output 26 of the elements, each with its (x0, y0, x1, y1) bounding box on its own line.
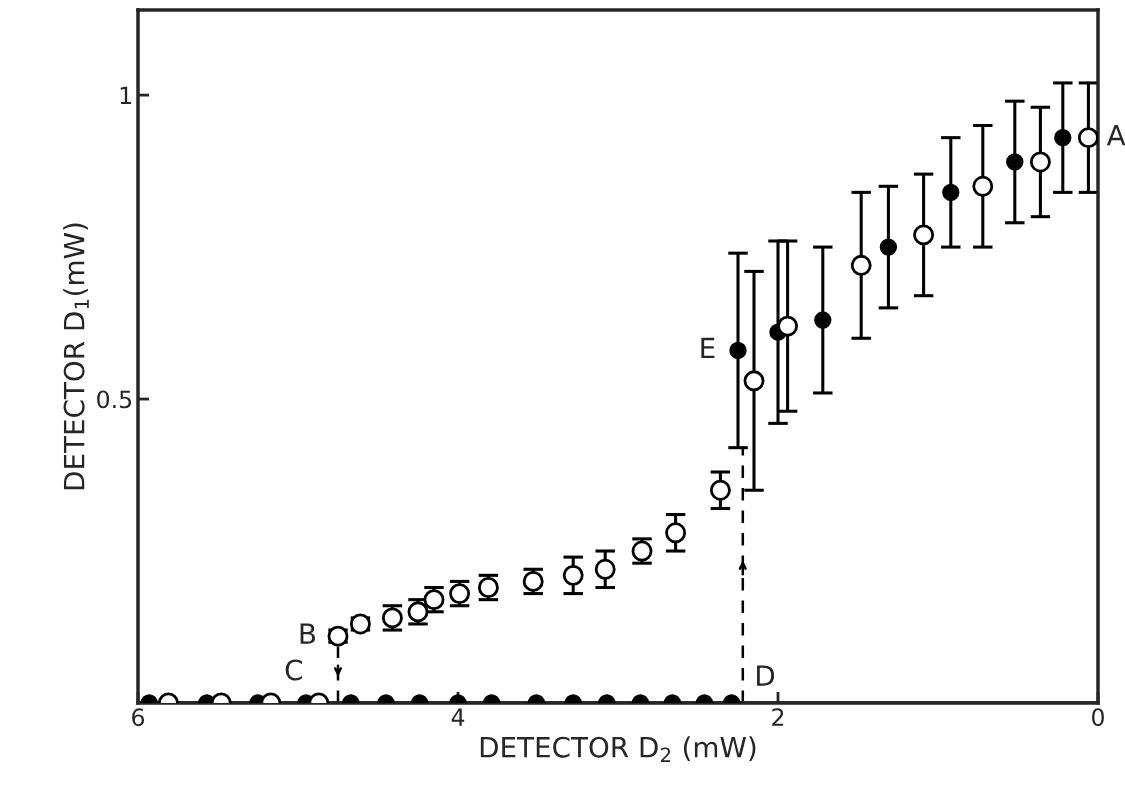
annotation: E (701, 337, 715, 359)
y-axis-title: DETECTOR D$_{1}$(mW) (63, 223, 89, 490)
point (913, 224, 935, 246)
x-tick-label: 6 (132, 708, 145, 727)
x-tick-label: 2 (772, 708, 784, 726)
point (942, 183, 960, 202)
point (1006, 153, 1024, 171)
annotation: B (300, 623, 316, 644)
x-axis-title: DETECTOR D$_{2}$ (mW) (480, 736, 756, 762)
x-tick-label: 4 (451, 708, 465, 726)
point (729, 341, 747, 360)
annotation: C (285, 659, 302, 681)
point (1077, 127, 1098, 149)
x-tick-label: 0 (1092, 708, 1104, 727)
point (777, 315, 799, 337)
point (1029, 151, 1051, 173)
point (879, 238, 898, 256)
ref-line-label: D (757, 665, 775, 686)
y-tick-label: 1 (120, 86, 131, 105)
point (972, 175, 994, 197)
point (743, 370, 765, 392)
point (850, 254, 872, 276)
point (814, 311, 832, 329)
annotation: A (1106, 125, 1125, 146)
point (1054, 128, 1072, 147)
y-tick-label: 0.5 (97, 390, 132, 409)
